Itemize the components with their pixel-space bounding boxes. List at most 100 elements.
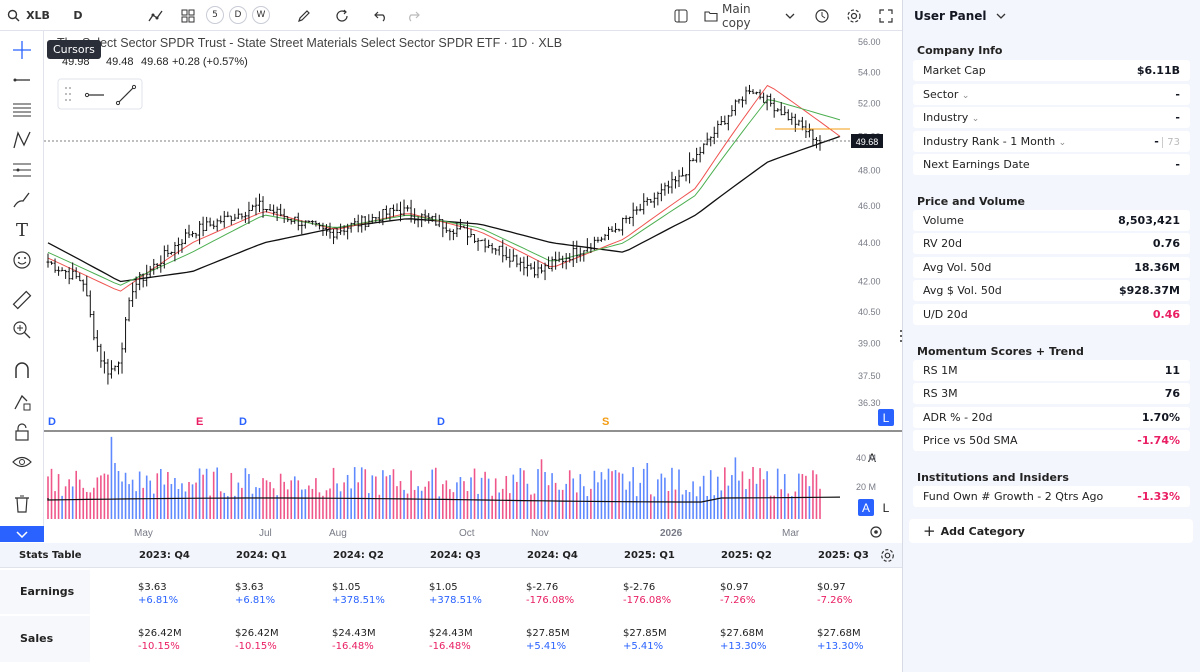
volume-bar	[244, 468, 247, 519]
row-label: Next Earnings Date	[923, 158, 1030, 171]
cell-value: $27.85M	[526, 628, 570, 639]
volume-bar	[413, 489, 416, 519]
volume-bar	[473, 468, 476, 519]
magnet-icon[interactable]	[9, 357, 35, 383]
zoom-in-icon[interactable]	[9, 317, 35, 343]
alert-clock-icon[interactable]	[813, 0, 831, 31]
rs3m-row: RS 3M 76	[913, 383, 1190, 404]
layout-panels-icon[interactable]	[672, 0, 690, 31]
stats-cell: $3.63 +6.81%	[235, 581, 275, 607]
cell-change: -16.48%	[332, 641, 374, 652]
redo-icon[interactable]	[404, 0, 422, 31]
volume-bar	[89, 492, 92, 519]
resize-handle-icon[interactable]	[900, 330, 902, 342]
pattern-icon[interactable]	[9, 127, 35, 153]
event-marker[interactable]: D	[437, 416, 445, 428]
add-category-button[interactable]: + Add Category	[909, 519, 1193, 543]
vol-tick-20m: 20 M	[856, 482, 876, 492]
lock-icon[interactable]	[9, 419, 35, 445]
range-5-button[interactable]: 5	[206, 6, 224, 24]
volume-bar	[191, 484, 194, 519]
row-value: -	[1175, 88, 1180, 101]
volume-bar	[336, 483, 338, 519]
indicators-icon[interactable]	[146, 0, 166, 31]
trend-line-icon[interactable]	[9, 67, 35, 93]
undo-icon[interactable]	[372, 0, 390, 31]
chevron-down-icon[interactable]	[784, 0, 796, 31]
cell-value: $27.68M	[720, 628, 764, 639]
price-chart[interactable]: 56.0054.0052.0050.0048.0046.0044.0042.00…	[44, 31, 902, 543]
fullscreen-icon[interactable]	[877, 0, 895, 31]
range-d-button[interactable]: D	[229, 6, 247, 24]
lock-drawing-icon[interactable]	[9, 389, 35, 415]
emoji-icon[interactable]	[9, 247, 35, 273]
stats-title: Stats Table	[19, 550, 82, 561]
stats-settings-icon[interactable]	[880, 548, 895, 567]
volume-bar	[688, 492, 691, 519]
stats-cell: $27.68M +13.30%	[817, 627, 864, 653]
y-tick-label: 56.00	[858, 37, 881, 47]
pencil-icon[interactable]	[295, 0, 313, 31]
event-marker[interactable]: E	[196, 416, 203, 428]
layout-name[interactable]: Main copy	[722, 1, 751, 30]
sector-row[interactable]: Sector ⌄ -	[913, 84, 1190, 105]
ruler-icon[interactable]	[9, 287, 35, 313]
horizontal-ray-icon[interactable]	[84, 92, 104, 98]
range-w-button[interactable]: W	[252, 6, 270, 24]
brush-icon[interactable]	[9, 187, 35, 213]
trash-icon[interactable]	[9, 491, 35, 517]
volume-bar	[50, 468, 53, 519]
volume-bar	[237, 482, 240, 519]
symbol-button[interactable]: XLB	[26, 9, 50, 22]
volume-bar	[184, 491, 187, 519]
ohlc-close: 49.68	[141, 56, 169, 68]
layout-grid-icon[interactable]	[178, 0, 198, 31]
interval-button[interactable]: D	[73, 9, 83, 22]
gear-icon[interactable]	[845, 0, 863, 31]
vol-tick-40m: 40 M	[856, 453, 876, 463]
text-tool-icon[interactable]: T	[15, 219, 28, 241]
scale-log-top[interactable]: L	[883, 411, 890, 425]
volume-bar	[255, 487, 257, 519]
row-value: $6.11B	[1136, 64, 1180, 77]
y-tick-label: 48.00	[858, 165, 881, 175]
volume-bar	[752, 466, 754, 519]
ohlc-open: 49.98	[62, 56, 90, 68]
volume-bar	[699, 486, 701, 519]
scale-auto-bottom[interactable]: A	[862, 501, 870, 515]
refresh-icon[interactable]	[333, 0, 351, 31]
volume-bar	[276, 495, 278, 519]
drag-handle-icon[interactable]	[65, 87, 71, 101]
scale-log-top-bg[interactable]	[878, 409, 894, 426]
chevron-down-icon[interactable]	[996, 13, 1006, 19]
industry-row[interactable]: Industry ⌄ -	[913, 107, 1190, 128]
eye-icon[interactable]	[9, 449, 35, 475]
industry-rank-row[interactable]: Industry Rank - 1 Month ⌄ - 73	[913, 131, 1190, 152]
volume-bar	[339, 491, 342, 519]
search-icon[interactable]	[6, 0, 20, 31]
scale-auto-top[interactable]: A	[868, 451, 876, 465]
volume-bar	[604, 479, 606, 519]
chart-settings-icon[interactable]	[870, 526, 882, 538]
row-label: Fund Own # Growth - 2 Qtrs Ago	[923, 490, 1104, 503]
panel-header[interactable]: User Panel	[903, 0, 1200, 31]
volume-bar	[713, 495, 716, 519]
event-marker[interactable]: D	[239, 416, 247, 428]
collapse-panel-button[interactable]	[0, 526, 44, 542]
volume-bar	[738, 480, 740, 519]
event-marker[interactable]: S	[602, 416, 609, 428]
folder-icon[interactable]	[702, 0, 720, 31]
event-marker[interactable]: D	[48, 416, 56, 428]
volume-bar	[537, 469, 539, 519]
market-cap-row: Market Cap $6.11B	[913, 60, 1190, 81]
scale-auto-bottom-bg[interactable]	[858, 499, 874, 516]
stats-cell: $-2.76 -176.08%	[526, 581, 574, 607]
scale-log-bottom[interactable]: L	[883, 501, 890, 515]
fib-icon[interactable]	[9, 157, 35, 183]
volume-bar	[322, 495, 324, 519]
top-toolbar: XLB D 5 D W Main copy	[0, 0, 902, 31]
horizontal-lines-icon[interactable]	[9, 97, 35, 123]
crosshair-icon[interactable]	[9, 37, 35, 63]
trend-line-tool-icon[interactable]	[115, 84, 137, 106]
volume-bar	[181, 483, 183, 519]
